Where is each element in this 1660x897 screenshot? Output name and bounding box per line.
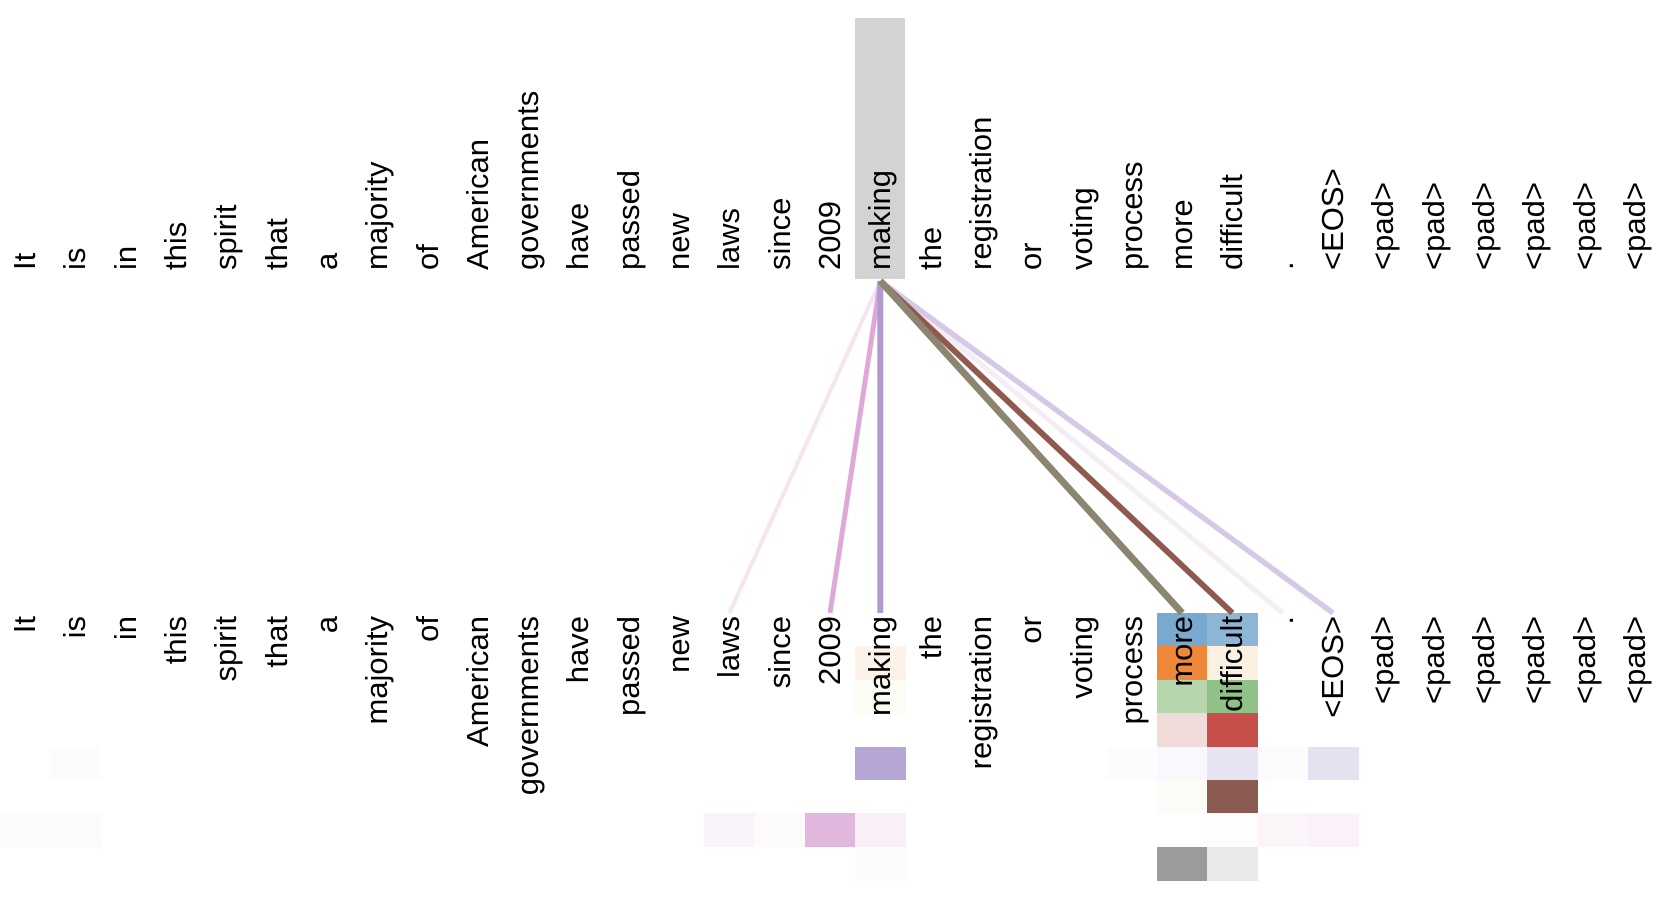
bottom-token-label[interactable]: registration bbox=[962, 616, 998, 770]
bottom-token-label[interactable]: laws bbox=[711, 616, 747, 679]
attention-head-cell bbox=[855, 846, 906, 881]
bottom-token-label[interactable]: in bbox=[107, 616, 143, 641]
bottom-token-label[interactable]: new bbox=[661, 616, 697, 673]
attention-head-cell bbox=[1156, 646, 1208, 681]
bottom-token-label[interactable]: that bbox=[258, 616, 294, 668]
bottom-token-label[interactable]: the bbox=[912, 616, 948, 660]
attention-head-cell bbox=[1156, 613, 1208, 647]
selected-token-highlight bbox=[855, 18, 906, 279]
attention-head-cell bbox=[855, 746, 906, 781]
attention-head-cell bbox=[1106, 746, 1158, 781]
attention-head-cell bbox=[1156, 713, 1208, 748]
bottom-token-label[interactable]: It bbox=[7, 616, 43, 634]
bottom-token-label[interactable]: or bbox=[1013, 616, 1049, 644]
attention-head-cell bbox=[1207, 746, 1259, 781]
attention-head-cell bbox=[50, 746, 102, 781]
bottom-token-label[interactable]: <pad> bbox=[1415, 616, 1451, 704]
attention-head-cell bbox=[1156, 746, 1208, 781]
bottom-token-label[interactable]: passed bbox=[610, 616, 646, 716]
attention-head-cell bbox=[50, 813, 102, 848]
bottom-token-label[interactable]: making bbox=[862, 616, 898, 716]
attention-head-cell bbox=[1156, 780, 1208, 814]
attention-head-cell bbox=[1257, 813, 1309, 848]
attention-head-cell bbox=[1207, 646, 1259, 681]
bottom-token-label[interactable]: American bbox=[459, 616, 495, 747]
bottom-token-label[interactable]: <pad> bbox=[1365, 616, 1401, 704]
attention-head-cell bbox=[1207, 813, 1259, 848]
attention-head-cell bbox=[1207, 679, 1259, 714]
bottom-token-label[interactable]: since bbox=[761, 616, 797, 689]
bottom-token-label[interactable]: <pad> bbox=[1566, 616, 1602, 704]
bottom-token-label[interactable]: a bbox=[308, 616, 344, 634]
attention-head-cell bbox=[855, 813, 906, 848]
attention-head-cell bbox=[1307, 746, 1359, 781]
attention-head-cell bbox=[1207, 780, 1259, 814]
attention-head-cell bbox=[804, 813, 856, 848]
bottom-token-label[interactable]: this bbox=[158, 616, 194, 665]
bottom-token-label[interactable]: <pad> bbox=[1465, 616, 1501, 704]
bottom-token-label[interactable]: 2009 bbox=[812, 616, 847, 685]
bottom-token-label[interactable]: <EOS> bbox=[1315, 616, 1351, 718]
bottom-token-label[interactable]: governments bbox=[510, 616, 546, 796]
bottom-token-label[interactable]: is bbox=[57, 616, 93, 639]
attention-head-cell bbox=[1207, 613, 1259, 647]
bottom-token-label[interactable]: process bbox=[1113, 616, 1149, 725]
bottom-token-label[interactable]: have bbox=[560, 616, 596, 684]
attention-head-cell bbox=[1156, 846, 1208, 881]
bottom-token-label[interactable]: more bbox=[1164, 616, 1200, 687]
attention-head-cell bbox=[1307, 813, 1359, 848]
bottom-token-label[interactable]: difficult bbox=[1214, 616, 1250, 712]
attention-head-cell bbox=[0, 813, 51, 848]
attention-head-cell bbox=[1257, 746, 1309, 781]
attention-head-cell bbox=[1207, 713, 1259, 748]
attention-head-cell bbox=[704, 813, 756, 848]
attention-head-cell bbox=[855, 646, 906, 681]
bottom-token-label[interactable]: . bbox=[1264, 616, 1300, 625]
attention-head-cell bbox=[1156, 679, 1208, 714]
bottom-token-label[interactable]: voting bbox=[1063, 616, 1099, 699]
bottom-token-label[interactable]: of bbox=[409, 616, 445, 642]
bottom-token-label[interactable]: <pad> bbox=[1616, 616, 1652, 704]
bottom-token-label[interactable]: spirit bbox=[208, 616, 244, 682]
attention-head-cell bbox=[855, 679, 906, 714]
attention-head-cell bbox=[1207, 846, 1259, 881]
bottom-token-label[interactable]: majority bbox=[359, 616, 395, 725]
attention-head-cell bbox=[754, 813, 806, 848]
bottom-token-label[interactable]: <pad> bbox=[1516, 616, 1552, 704]
